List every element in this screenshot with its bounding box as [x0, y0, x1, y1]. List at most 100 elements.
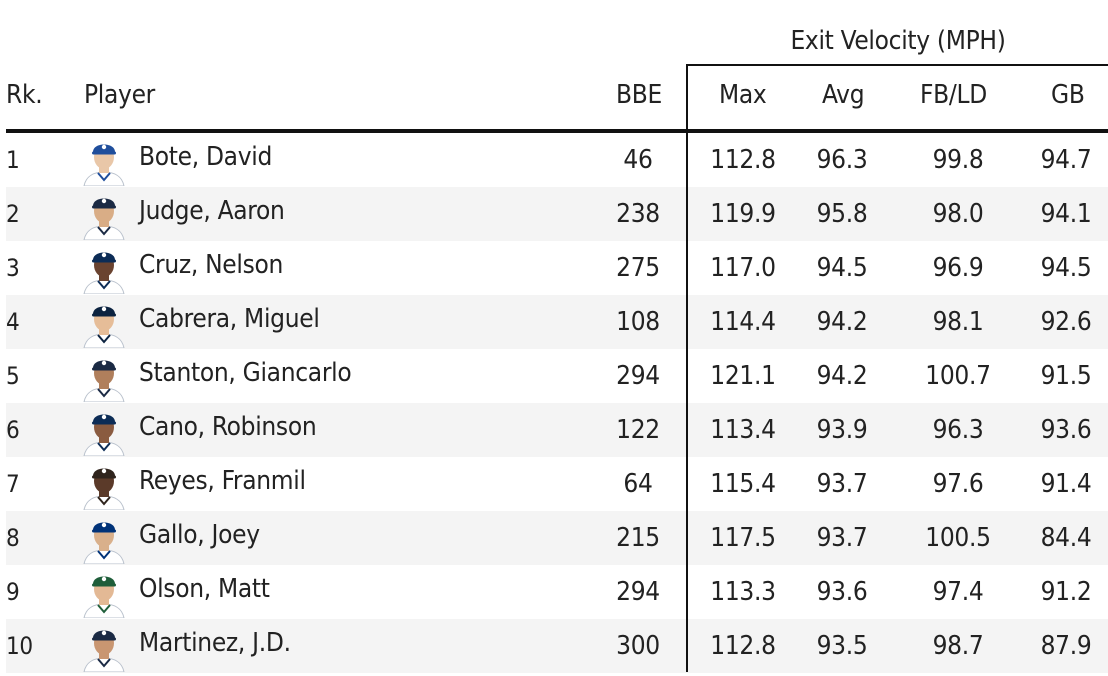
column-header-fbld[interactable]: FB/LD	[920, 80, 987, 110]
player-headshot-icon	[80, 514, 128, 565]
rank-cell: 10	[6, 632, 33, 660]
rank-cell: 6	[6, 416, 20, 444]
column-header-bbe[interactable]: BBE	[616, 80, 662, 110]
player-name-link[interactable]: Judge, Aaron	[139, 196, 285, 226]
player-headshot-icon	[80, 136, 128, 187]
avg-cell: 93.9	[816, 415, 868, 445]
bbe-cell: 238	[616, 199, 660, 229]
player-headshot-icon	[80, 190, 128, 241]
max-cell: 115.4	[710, 469, 776, 499]
player-name-link[interactable]: Cabrera, Miguel	[139, 304, 320, 334]
column-header-avg[interactable]: Avg	[822, 80, 865, 110]
avg-cell: 95.8	[816, 199, 868, 229]
table-row[interactable]: 5 Stanton, Giancarlo 294 121.1 94.2 100.…	[6, 349, 1108, 403]
avg-cell: 93.6	[816, 577, 868, 607]
player-headshot-icon	[80, 406, 128, 457]
player-headshot-icon	[80, 460, 128, 511]
gb-cell: 91.4	[1040, 469, 1092, 499]
gb-cell: 93.6	[1040, 415, 1092, 445]
gb-cell: 84.4	[1040, 523, 1092, 553]
bbe-cell: 108	[616, 307, 660, 337]
fbld-cell: 98.7	[932, 631, 984, 661]
player-name-link[interactable]: Reyes, Franmil	[139, 466, 306, 496]
gb-cell: 94.7	[1040, 145, 1092, 175]
bbe-cell: 215	[616, 523, 660, 553]
avg-cell: 93.5	[816, 631, 868, 661]
avg-cell: 93.7	[816, 469, 868, 499]
exit-velocity-divider	[686, 64, 688, 672]
gb-cell: 91.5	[1040, 361, 1092, 391]
table-row[interactable]: 7 Reyes, Franmil 64 115.4 93.7 97.6 91.4	[6, 457, 1108, 511]
fbld-cell: 97.6	[932, 469, 984, 499]
exit-velocity-group-header: Exit Velocity (MPH)	[790, 26, 1006, 56]
player-name-link[interactable]: Stanton, Giancarlo	[139, 358, 352, 388]
gb-cell: 91.2	[1040, 577, 1092, 607]
fbld-cell: 99.8	[932, 145, 984, 175]
fbld-cell: 100.7	[925, 361, 991, 391]
table-row[interactable]: 8 Gallo, Joey 215 117.5 93.7 100.5 84.4	[6, 511, 1108, 565]
player-name-link[interactable]: Martinez, J.D.	[139, 628, 291, 658]
max-cell: 112.8	[710, 145, 776, 175]
table-row[interactable]: 6 Cano, Robinson 122 113.4 93.9 96.3 93.…	[6, 403, 1108, 457]
player-name-link[interactable]: Bote, David	[139, 142, 273, 172]
player-headshot-icon	[80, 568, 128, 619]
fbld-cell: 96.3	[932, 415, 984, 445]
fbld-cell: 100.5	[925, 523, 991, 553]
avg-cell: 94.2	[816, 307, 868, 337]
table-row[interactable]: 10 Martinez, J.D. 300 112.8 93.5 98.7 87…	[6, 619, 1108, 673]
column-header-rank[interactable]: Rk.	[6, 80, 43, 110]
max-cell: 117.0	[710, 253, 776, 283]
max-cell: 117.5	[710, 523, 776, 553]
max-cell: 113.4	[710, 415, 776, 445]
player-name-link[interactable]: Cano, Robinson	[139, 412, 317, 442]
player-headshot-icon	[80, 352, 128, 403]
gb-cell: 87.9	[1040, 631, 1092, 661]
gb-cell: 94.1	[1040, 199, 1092, 229]
player-name-link[interactable]: Gallo, Joey	[139, 520, 260, 550]
player-headshot-icon	[80, 298, 128, 349]
player-headshot-icon	[80, 244, 128, 295]
table-row[interactable]: 9 Olson, Matt 294 113.3 93.6 97.4 91.2	[6, 565, 1108, 619]
avg-cell: 96.3	[816, 145, 868, 175]
fbld-cell: 98.0	[932, 199, 984, 229]
table-row[interactable]: 1 Bote, David 46 112.8 96.3 99.8 94.7	[6, 133, 1108, 187]
bbe-cell: 300	[616, 631, 660, 661]
rank-cell: 8	[6, 524, 20, 552]
rank-cell: 9	[6, 578, 20, 606]
rank-cell: 1	[6, 146, 20, 174]
avg-cell: 93.7	[816, 523, 868, 553]
max-cell: 114.4	[710, 307, 776, 337]
rank-cell: 7	[6, 470, 20, 498]
fbld-cell: 97.4	[932, 577, 984, 607]
rank-cell: 2	[6, 200, 20, 228]
bbe-cell: 46	[623, 145, 653, 175]
player-name-link[interactable]: Cruz, Nelson	[139, 250, 284, 280]
rank-cell: 4	[6, 308, 20, 336]
column-header-player[interactable]: Player	[84, 80, 155, 110]
table-header: Rk. Player BBE Max Avg FB/LD GB	[6, 66, 1108, 130]
table-row[interactable]: 3 Cruz, Nelson 275 117.0 94.5 96.9 94.5	[6, 241, 1108, 295]
player-name-link[interactable]: Olson, Matt	[139, 574, 270, 604]
avg-cell: 94.2	[816, 361, 868, 391]
column-header-gb[interactable]: GB	[1051, 80, 1085, 110]
table-row[interactable]: 4 Cabrera, Miguel 108 114.4 94.2 98.1 92…	[6, 295, 1108, 349]
rank-cell: 3	[6, 254, 20, 282]
header-divider	[6, 129, 1108, 133]
player-headshot-icon	[80, 622, 128, 673]
max-cell: 121.1	[710, 361, 776, 391]
group-header-underline	[686, 64, 1108, 66]
max-cell: 119.9	[710, 199, 776, 229]
gb-cell: 94.5	[1040, 253, 1092, 283]
bbe-cell: 64	[623, 469, 653, 499]
bbe-cell: 275	[616, 253, 660, 283]
fbld-cell: 98.1	[932, 307, 984, 337]
bbe-cell: 294	[616, 361, 660, 391]
table-row[interactable]: 2 Judge, Aaron 238 119.9 95.8 98.0 94.1	[6, 187, 1108, 241]
table-body: 1 Bote, David 46 112.8 96.3 99.8 94.7 2 …	[6, 133, 1108, 673]
avg-cell: 94.5	[816, 253, 868, 283]
column-header-max[interactable]: Max	[719, 80, 767, 110]
fbld-cell: 96.9	[932, 253, 984, 283]
gb-cell: 92.6	[1040, 307, 1092, 337]
bbe-cell: 294	[616, 577, 660, 607]
